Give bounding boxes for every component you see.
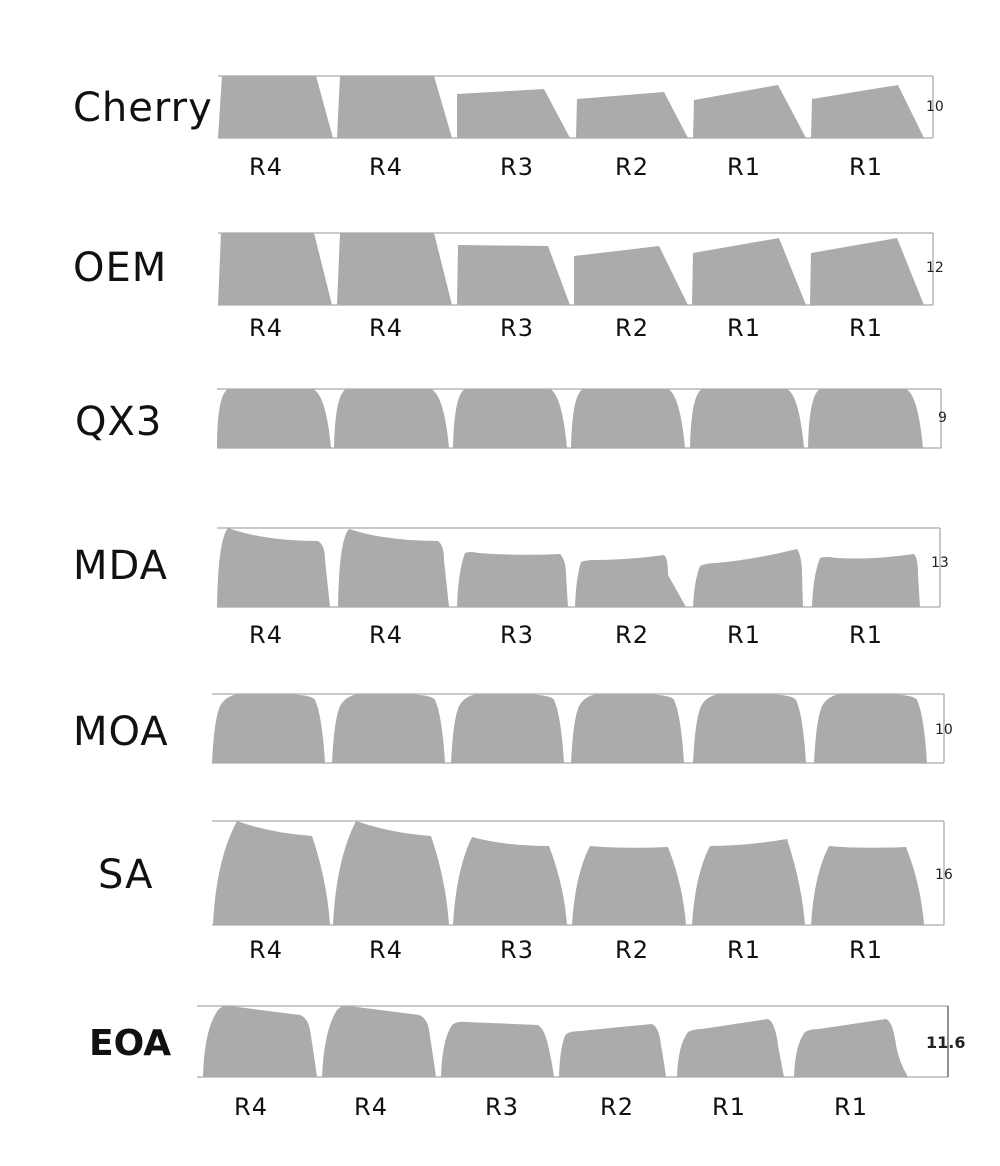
profile-name: QX3 (75, 399, 163, 445)
keycap-shape (332, 694, 445, 763)
keycap-shape (457, 89, 570, 138)
keycap-shape (451, 694, 564, 763)
keycap-shape (334, 389, 449, 448)
row-label: R2 (615, 153, 649, 181)
row-label: R1 (849, 621, 883, 649)
keycap-shape (337, 76, 452, 138)
row-label: R1 (727, 936, 761, 964)
profile-qx3-shapes (217, 388, 942, 449)
row-label: R3 (500, 936, 534, 964)
profile-name: MOA (73, 709, 169, 755)
keycap-shape (218, 76, 333, 138)
height-value: 13 (931, 555, 949, 571)
row-label: R3 (500, 621, 534, 649)
keycap-shape (338, 529, 449, 607)
keycap-shape (690, 389, 804, 448)
keycap-shape (213, 821, 330, 925)
keycap-shape (457, 552, 568, 607)
row-label: R1 (849, 936, 883, 964)
keycap-shape (814, 694, 927, 763)
row-label: R2 (615, 621, 649, 649)
profile-mda-shapes (217, 527, 941, 608)
keycap-shape (212, 694, 325, 763)
keycap-shape (218, 233, 332, 305)
keycap-shape (453, 837, 567, 925)
row-label: R4 (369, 621, 403, 649)
row-label: R2 (600, 1093, 634, 1121)
keycap-shape (808, 389, 923, 448)
keycap-shape (811, 85, 924, 138)
keycap-shape (203, 1005, 317, 1077)
row-label: R1 (712, 1093, 746, 1121)
keycap-shape (812, 554, 920, 607)
keycap-shape (571, 389, 685, 448)
keycap-shape (575, 555, 686, 607)
keycap-shape (571, 694, 684, 763)
keycap-shape (693, 85, 806, 138)
keycap-shape (322, 1005, 436, 1077)
profile-oem-shapes (218, 232, 934, 306)
row-label: R4 (249, 153, 283, 181)
profile-name: Cherry (73, 85, 213, 131)
row-label: R1 (727, 153, 761, 181)
profile-name: EOA (89, 1023, 172, 1064)
keycap-shape (574, 246, 688, 305)
row-label: R1 (727, 621, 761, 649)
keycap-shape (693, 549, 803, 607)
row-label: R1 (849, 153, 883, 181)
keycap-shape (677, 1019, 784, 1077)
height-value: 10 (926, 99, 944, 115)
row-label: R2 (615, 314, 649, 342)
row-label: R4 (249, 936, 283, 964)
row-label: R1 (834, 1093, 868, 1121)
keycap-shape (692, 839, 805, 925)
row-label: R1 (727, 314, 761, 342)
keycap-shape (692, 238, 806, 305)
profile-cherry-shapes (218, 75, 934, 139)
keycap-shape (217, 528, 330, 607)
keycap-shape (794, 1019, 908, 1077)
keycap-shape (810, 238, 924, 305)
keycap-shape (337, 233, 452, 305)
row-label: R4 (369, 153, 403, 181)
profile-name: MDA (73, 543, 168, 589)
row-label: R3 (500, 314, 534, 342)
row-label: R4 (369, 936, 403, 964)
profile-moa-shapes (212, 693, 945, 764)
profile-name: OEM (73, 245, 168, 291)
keycap-shape (576, 92, 688, 138)
height-value: 10 (935, 722, 953, 738)
row-label: R4 (369, 314, 403, 342)
height-value: 12 (926, 260, 944, 276)
height-value: 16 (935, 867, 953, 883)
profile-name: SA (98, 852, 154, 898)
row-label: R2 (615, 936, 649, 964)
row-label: R4 (234, 1093, 268, 1121)
keycap-shape (457, 245, 570, 305)
keycap-shape (217, 389, 331, 448)
keycap-shape (453, 389, 567, 448)
profile-eoa-shapes (197, 1005, 949, 1078)
row-label: R4 (249, 314, 283, 342)
height-value: 11.6 (926, 1033, 966, 1052)
row-label: R4 (249, 621, 283, 649)
height-value: 9 (938, 410, 947, 426)
keycap-shape (693, 694, 806, 763)
keycap-shape (333, 821, 449, 925)
row-label: R3 (500, 153, 534, 181)
keycap-shape (811, 846, 924, 925)
row-label: R1 (849, 314, 883, 342)
keycap-shape (441, 1021, 554, 1077)
row-label: R3 (485, 1093, 519, 1121)
profile-sa-shapes (212, 820, 945, 926)
keycap-shape (572, 846, 686, 925)
keycap-shape (559, 1024, 666, 1077)
row-label: R4 (354, 1093, 388, 1121)
